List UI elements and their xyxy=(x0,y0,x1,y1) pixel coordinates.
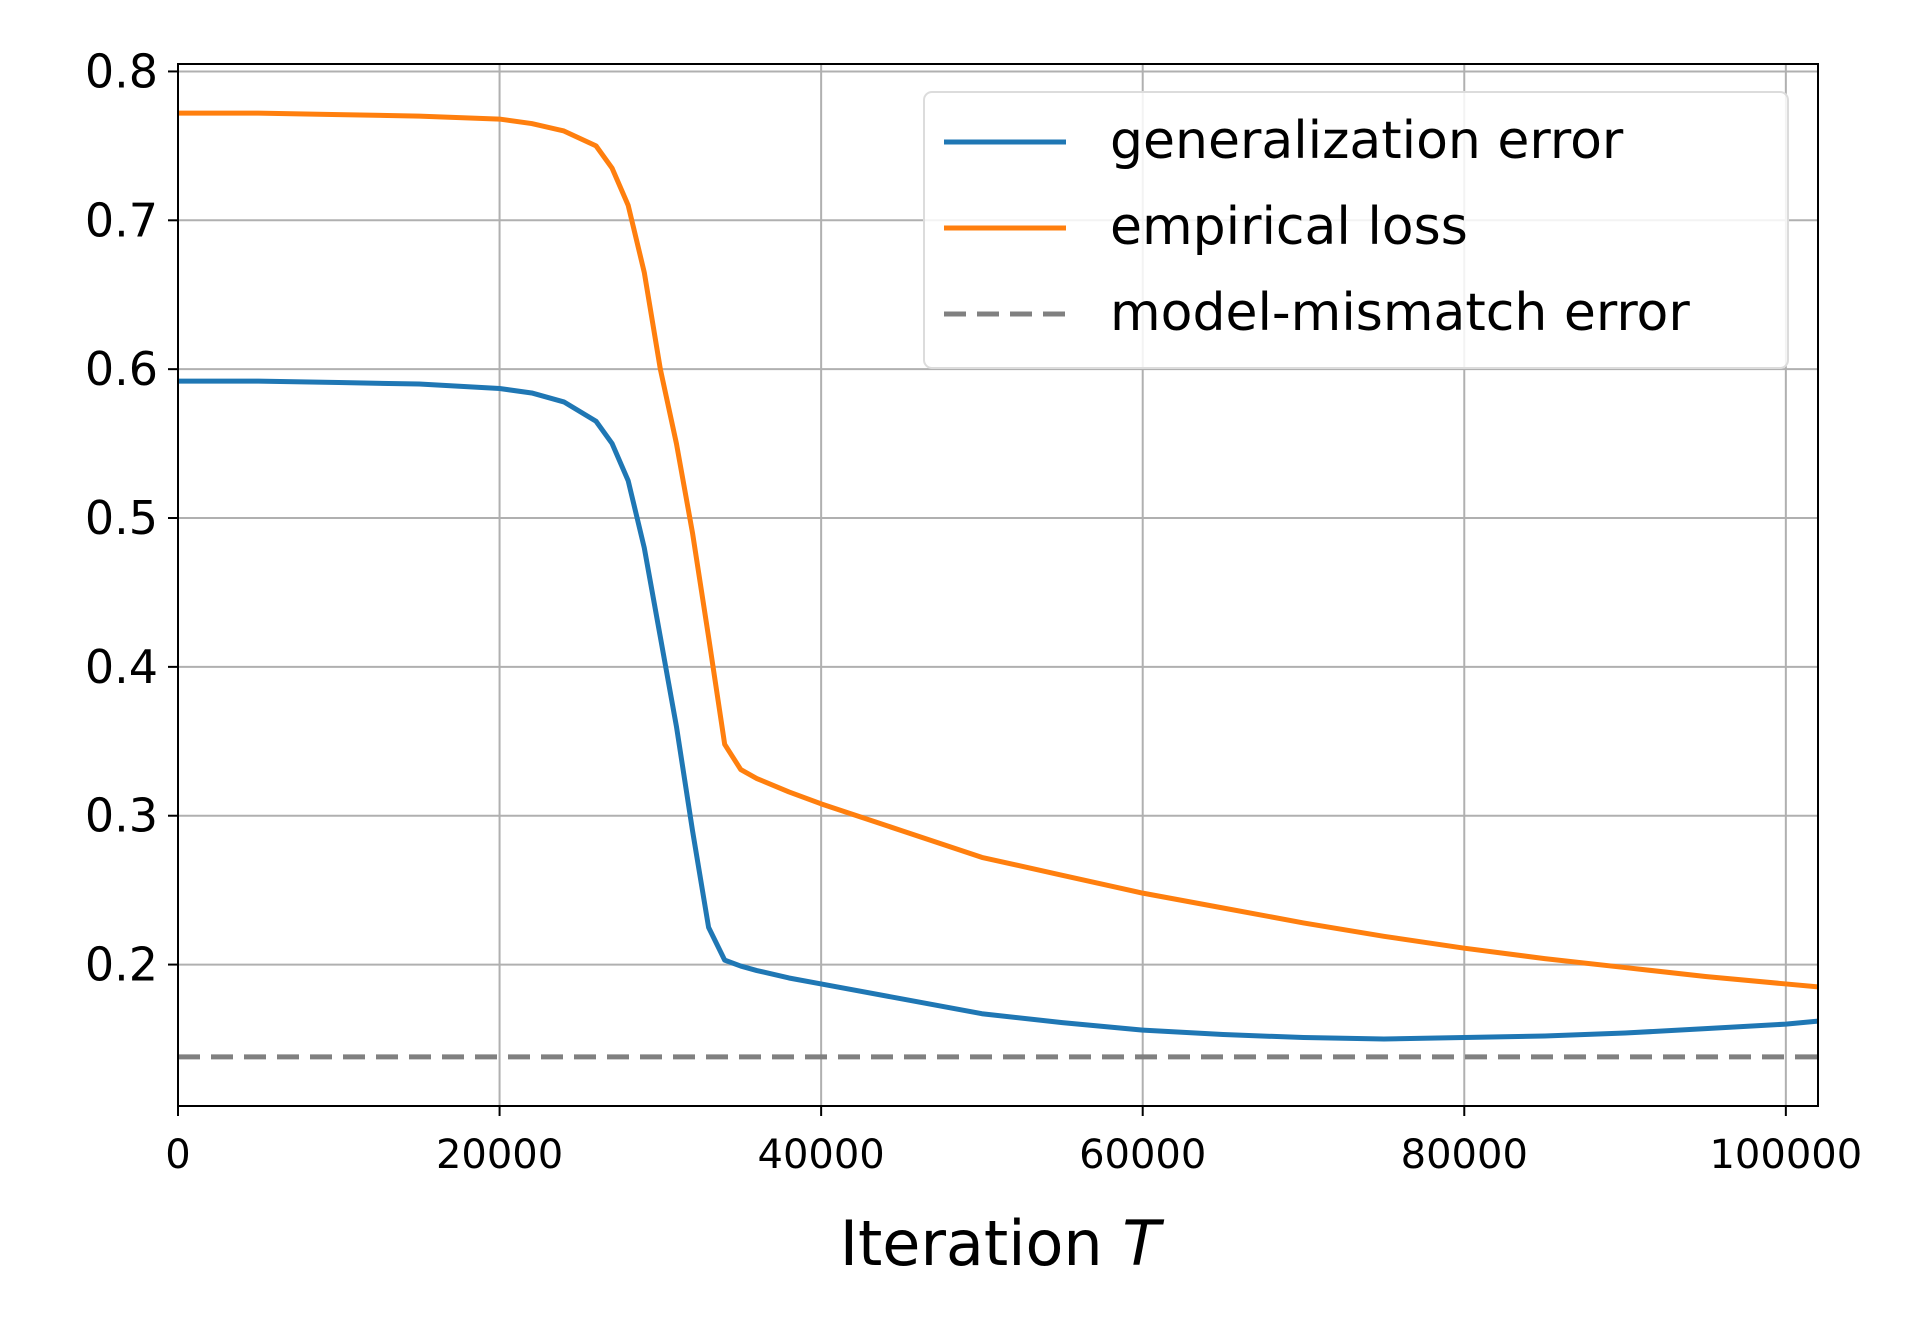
y-tick-label: 0.4 xyxy=(85,640,158,694)
x-tick-label: 100000 xyxy=(1709,1132,1862,1178)
y-tick-label: 0.6 xyxy=(85,342,158,396)
x-tick-label: 80000 xyxy=(1401,1132,1528,1178)
x-tick-label: 20000 xyxy=(436,1132,563,1178)
y-tick-label: 0.2 xyxy=(85,938,158,992)
y-tick-label: 0.8 xyxy=(85,44,158,98)
x-tick-label: 0 xyxy=(165,1132,190,1178)
grid xyxy=(177,64,1818,1106)
legend: generalization error empirical loss model-… xyxy=(923,91,1789,369)
y-tick-label: 0.3 xyxy=(85,789,158,843)
y-tick-label: 0.7 xyxy=(85,193,158,247)
y-axis: 0.2 0.3 0.4 0.5 0.6 0.7 0.8 xyxy=(85,44,178,992)
series-layer xyxy=(178,110,1818,1060)
y-tick-label: 0.5 xyxy=(85,491,158,545)
x-axis-title-variable: T xyxy=(1122,1207,1164,1280)
legend-label: empirical loss xyxy=(1110,197,1468,257)
series-line-empirical-loss xyxy=(178,110,1818,990)
legend-label: model-mismatch error xyxy=(1110,283,1690,343)
x-axis-title-text: Iteration xyxy=(840,1207,1103,1280)
x-tick-label: 60000 xyxy=(1079,1132,1206,1178)
plot-frame xyxy=(177,63,1819,1107)
x-tick-label: 40000 xyxy=(758,1132,885,1178)
legend-box xyxy=(923,91,1789,369)
series-line-generalization-error xyxy=(178,378,1818,1042)
x-axis-title: Iteration T xyxy=(840,1207,1165,1280)
legend-label: generalization error xyxy=(1110,111,1624,171)
x-axis: 0 20000 40000 60000 80000 100000 xyxy=(165,1106,1862,1178)
